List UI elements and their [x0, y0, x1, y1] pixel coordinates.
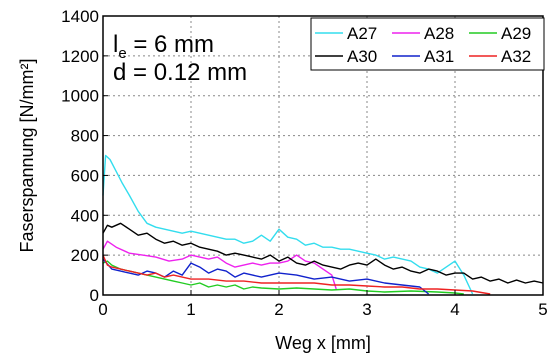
y-tick-label: 400: [71, 206, 99, 225]
legend-label-a31: A31: [424, 47, 454, 66]
legend-label-a32: A32: [501, 47, 531, 66]
x-tick-label: 1: [186, 300, 195, 319]
y-tick-label: 800: [71, 127, 99, 146]
legend-label-a30: A30: [347, 47, 377, 66]
x-tick-label: 0: [98, 300, 107, 319]
y-tick-label: 1400: [61, 7, 99, 26]
y-axis-label: Faserspannung [N/mm²]: [17, 58, 37, 252]
annotation-line-2: d = 0.12 mm: [113, 59, 247, 86]
y-tick-label: 200: [71, 246, 99, 265]
series-layer: [102, 154, 544, 295]
x-tick-label: 2: [274, 300, 283, 319]
x-axis-label: Weg x [mm]: [275, 333, 371, 353]
annotation-line-1: le = 6 mm: [113, 31, 214, 62]
annotation-rest: = 6 mm: [127, 31, 214, 58]
series-line-a30: [102, 222, 544, 284]
x-tick-label: 4: [450, 300, 459, 319]
y-tick-label: 0: [90, 286, 99, 305]
y-tick-label: 600: [71, 166, 99, 185]
plot-frame: [102, 15, 544, 296]
parameter-annotation: le = 6 mm d = 0.12 mm: [113, 31, 247, 86]
x-tick-label: 3: [362, 300, 371, 319]
legend: A27 A28 A29 A30 A31 A32: [310, 17, 545, 71]
series-line-a29: [102, 260, 464, 295]
series-line-a31: [102, 258, 430, 295]
legend-label-a28: A28: [424, 24, 454, 43]
y-tick-label: 1000: [61, 87, 99, 106]
series-line-a28: [102, 240, 337, 290]
legend-label-a27: A27: [347, 24, 377, 43]
x-axis-ticks: 0 1 2 3 4 5: [98, 290, 548, 319]
y-tick-label: 1200: [61, 47, 99, 66]
y-axis-ticks: 0 200 400 600 800 1000 1200 1400: [61, 7, 108, 305]
legend-box: [310, 17, 545, 71]
annotation-subscript: e: [118, 45, 126, 62]
series-line-a32: [102, 254, 491, 295]
series-line-a27: [102, 154, 474, 295]
x-tick-label: 5: [538, 300, 547, 319]
legend-label-a29: A29: [501, 24, 531, 43]
annotation-var: l: [113, 31, 118, 58]
